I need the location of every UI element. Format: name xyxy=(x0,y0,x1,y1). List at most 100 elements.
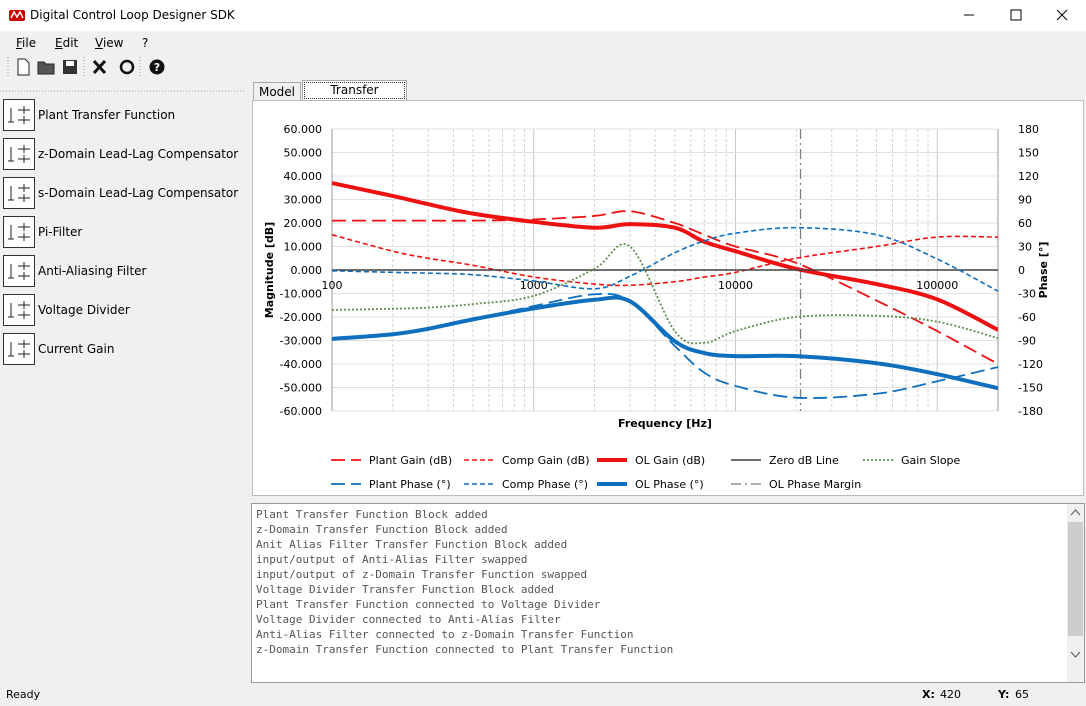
tab[interactable]: Model xyxy=(253,82,301,101)
series-line xyxy=(332,226,998,292)
status-text: Ready xyxy=(6,688,41,701)
y2-tick-label: -120 xyxy=(1018,358,1043,371)
block-label: z-Domain Lead-Lag Compensator xyxy=(38,147,239,161)
legend-label: Plant Phase (°) xyxy=(369,478,451,491)
new-button[interactable] xyxy=(17,58,30,76)
legend-label: Comp Gain (dB) xyxy=(502,454,590,467)
block-item[interactable]: Anti-Aliasing Filter xyxy=(0,254,245,290)
log-line: Plant Transfer Function connected to Vol… xyxy=(256,598,601,611)
y-tick-label: 60.000 xyxy=(284,123,323,136)
menu-item[interactable]: Edit xyxy=(55,36,79,50)
block-icon xyxy=(3,177,35,209)
help-button[interactable]: ? xyxy=(149,59,165,75)
block-icon xyxy=(3,294,35,326)
block-icon xyxy=(3,216,35,248)
y-tick-label: 20.000 xyxy=(284,217,323,230)
y2-tick-label: -90 xyxy=(1018,335,1036,348)
y-label: Y: xyxy=(998,688,1010,701)
x-label: X: xyxy=(922,688,935,701)
y2-tick-label: 180 xyxy=(1018,123,1039,136)
y-tick-label: -10.000 xyxy=(280,288,322,301)
block-label: Anti-Aliasing Filter xyxy=(38,264,147,278)
y2-tick-label: -60 xyxy=(1018,311,1036,324)
bode-chart: Magnitude [dB] Phase [°] Frequency [Hz] … xyxy=(263,123,1050,491)
log-console: Plant Transfer Function Block added z-Dom… xyxy=(251,503,1085,683)
y2-tick-label: 120 xyxy=(1018,170,1039,183)
title-bar: Digital Control Loop Designer SDK xyxy=(0,0,1086,31)
block-label: Plant Transfer Function xyxy=(38,108,176,122)
y2-tick-label: -30 xyxy=(1018,288,1036,301)
block-icon xyxy=(3,333,35,365)
block-icon xyxy=(3,255,35,287)
menu-item[interactable]: ? xyxy=(142,36,149,50)
log-line: z-Domain Transfer Function connected to … xyxy=(256,643,674,656)
block-item[interactable]: Voltage Divider xyxy=(0,293,245,329)
legend-label: OL Phase (°) xyxy=(635,478,704,491)
toolbar: ? xyxy=(7,57,165,77)
y2-axis-label: Phase [°] xyxy=(1037,242,1050,299)
y-tick-label: -40.000 xyxy=(280,358,322,371)
y2-tick-label: 150 xyxy=(1018,147,1039,160)
y-tick-label: 10.000 xyxy=(284,241,323,254)
window-controls[interactable] xyxy=(950,0,1086,31)
y-tick-label: -50.000 xyxy=(280,382,322,395)
log-line: Voltage Divider Transfer Function Block … xyxy=(256,583,555,596)
y2-tick-label: -180 xyxy=(1018,405,1043,418)
y-axis-label: Magnitude [dB] xyxy=(263,222,276,318)
y-tick-label: -60.000 xyxy=(280,405,322,418)
legend-label: Zero dB Line xyxy=(769,454,839,467)
block-item[interactable]: Current Gain xyxy=(0,332,245,368)
legend-label: Comp Phase (°) xyxy=(502,478,588,491)
x-tick-label: 10000 xyxy=(718,279,753,292)
y2-tick-label: 60 xyxy=(1018,217,1032,230)
y-tick-label: 50.000 xyxy=(284,147,323,160)
log-line: input/output of Anti-Alias Filter swappe… xyxy=(256,553,528,566)
open-button[interactable] xyxy=(37,61,55,75)
block-icon xyxy=(3,138,35,170)
y-tick-label: 30.000 xyxy=(284,194,323,207)
block-label: s-Domain Lead-Lag Compensator xyxy=(38,186,239,200)
legend-label: OL Gain (dB) xyxy=(635,454,705,467)
legend-label: Plant Gain (dB) xyxy=(369,454,452,467)
sidebar-separator xyxy=(0,90,245,92)
legend-label: Gain Slope xyxy=(901,454,961,467)
x-axis-label: Frequency [Hz] xyxy=(618,417,712,430)
series-line xyxy=(332,243,998,345)
series-line xyxy=(332,181,998,332)
block-item[interactable]: Pi-Filter xyxy=(0,215,245,251)
block-item[interactable]: z-Domain Lead-Lag Compensator xyxy=(0,137,245,173)
scrollbar[interactable] xyxy=(1067,504,1084,682)
app-icon xyxy=(9,10,25,21)
refresh-button[interactable] xyxy=(119,59,135,75)
x-value: 420 xyxy=(940,688,961,701)
chart-panel: Magnitude [dB] Phase [°] Frequency [Hz] … xyxy=(252,100,1084,496)
y-tick-label: -20.000 xyxy=(280,311,322,324)
block-item[interactable]: s-Domain Lead-Lag Compensator xyxy=(0,176,245,212)
log-line: Anti-Alias Filter connected to z-Domain … xyxy=(256,628,634,641)
series-line xyxy=(332,292,998,399)
x-tick-label: 100 xyxy=(322,279,343,292)
y-tick-label: 0.000 xyxy=(291,264,323,277)
delete-button[interactable] xyxy=(92,59,107,75)
block-label: Current Gain xyxy=(38,342,115,356)
log-line: Anit Alias Filter Transfer Function Bloc… xyxy=(256,538,568,551)
menu-item[interactable]: File xyxy=(16,36,37,50)
tab[interactable]: Transfer Function xyxy=(302,80,407,115)
svg-text:?: ? xyxy=(154,61,160,74)
y2-tick-label: 90 xyxy=(1018,194,1032,207)
series-line xyxy=(332,210,998,365)
log-line: Plant Transfer Function Block added xyxy=(256,508,488,521)
save-button[interactable] xyxy=(63,60,77,74)
y2-tick-label: 30 xyxy=(1018,241,1032,254)
y2-tick-label: 0 xyxy=(1018,264,1025,277)
legend-label: OL Phase Margin xyxy=(769,478,861,491)
window-title: Digital Control Loop Designer SDK xyxy=(30,8,235,22)
status-bar: Ready X: 420 Y: 65 xyxy=(0,684,1086,706)
menu-item[interactable]: View xyxy=(95,36,124,50)
series-line xyxy=(332,233,998,287)
block-item[interactable]: Plant Transfer Function xyxy=(0,98,245,134)
x-tick-label: 100000 xyxy=(916,279,958,292)
series-line xyxy=(332,295,998,391)
block-icon xyxy=(3,99,35,131)
